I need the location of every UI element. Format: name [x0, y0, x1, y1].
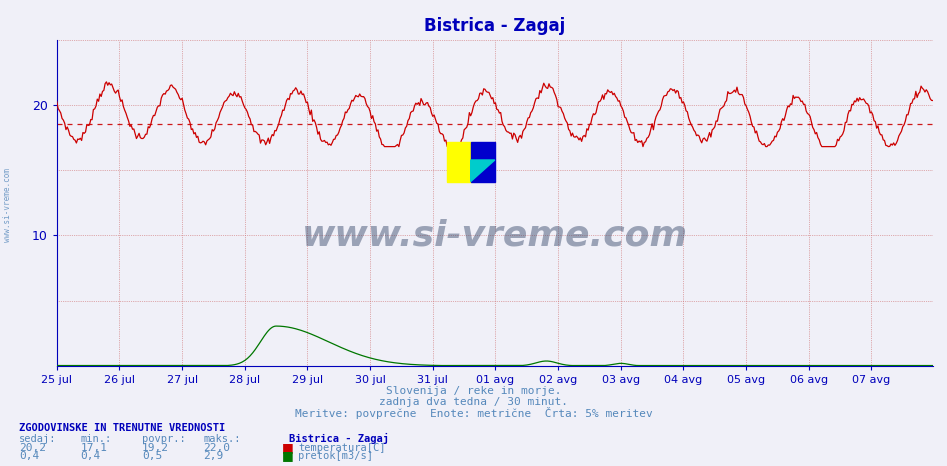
- Text: ■: ■: [282, 441, 294, 453]
- Text: povpr.:: povpr.:: [142, 434, 186, 444]
- Text: 17,1: 17,1: [80, 443, 108, 452]
- Polygon shape: [471, 160, 495, 182]
- Text: Bistrica - Zagaj: Bistrica - Zagaj: [289, 433, 389, 444]
- Text: 22,0: 22,0: [204, 443, 231, 452]
- Text: Meritve: povprečne  Enote: metrične  Črta: 5% meritev: Meritve: povprečne Enote: metrične Črta:…: [295, 407, 652, 419]
- Bar: [447, 143, 471, 182]
- Text: 2,9: 2,9: [204, 451, 223, 461]
- Bar: [471, 143, 495, 182]
- Title: Bistrica - Zagaj: Bistrica - Zagaj: [424, 17, 565, 35]
- Text: zadnja dva tedna / 30 minut.: zadnja dva tedna / 30 minut.: [379, 397, 568, 407]
- Text: www.si-vreme.com: www.si-vreme.com: [302, 219, 688, 252]
- Text: ZGODOVINSKE IN TRENUTNE VREDNOSTI: ZGODOVINSKE IN TRENUTNE VREDNOSTI: [19, 423, 225, 433]
- Text: 0,4: 0,4: [80, 451, 100, 461]
- Text: min.:: min.:: [80, 434, 112, 444]
- Text: 0,4: 0,4: [19, 451, 39, 461]
- Text: Slovenija / reke in morje.: Slovenija / reke in morje.: [385, 386, 562, 396]
- Text: maks.:: maks.:: [204, 434, 241, 444]
- Text: www.si-vreme.com: www.si-vreme.com: [3, 168, 12, 242]
- Text: ■: ■: [282, 449, 294, 462]
- Text: 19,2: 19,2: [142, 443, 170, 452]
- Text: temperatura[C]: temperatura[C]: [298, 443, 385, 452]
- Text: 0,5: 0,5: [142, 451, 162, 461]
- Text: 20,2: 20,2: [19, 443, 46, 452]
- Text: sedaj:: sedaj:: [19, 434, 57, 444]
- Text: pretok[m3/s]: pretok[m3/s]: [298, 451, 373, 461]
